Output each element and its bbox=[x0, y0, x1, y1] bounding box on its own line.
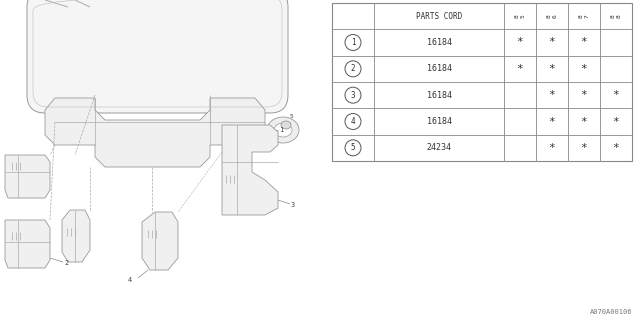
Text: *: * bbox=[548, 64, 556, 74]
Ellipse shape bbox=[281, 121, 291, 129]
Text: 5: 5 bbox=[351, 143, 355, 152]
Text: *: * bbox=[516, 37, 524, 47]
Text: *: * bbox=[516, 64, 524, 74]
Polygon shape bbox=[5, 155, 50, 198]
Polygon shape bbox=[45, 98, 265, 167]
Text: 2: 2 bbox=[64, 260, 68, 266]
Ellipse shape bbox=[169, 36, 217, 76]
Text: 16184: 16184 bbox=[426, 38, 451, 47]
Polygon shape bbox=[62, 210, 90, 262]
Text: *: * bbox=[580, 143, 588, 153]
Text: 4: 4 bbox=[128, 277, 132, 283]
Polygon shape bbox=[5, 220, 50, 268]
Text: *: * bbox=[580, 116, 588, 126]
Text: 5: 5 bbox=[290, 115, 294, 119]
Text: *: * bbox=[548, 90, 556, 100]
Text: 8
8: 8 8 bbox=[611, 14, 621, 18]
Ellipse shape bbox=[274, 123, 292, 137]
Ellipse shape bbox=[225, 101, 235, 109]
Text: 16184: 16184 bbox=[426, 117, 451, 126]
Text: 8
5: 8 5 bbox=[515, 14, 525, 18]
Polygon shape bbox=[222, 125, 278, 215]
Text: 3: 3 bbox=[291, 202, 295, 208]
Text: 24234: 24234 bbox=[426, 143, 451, 152]
Text: *: * bbox=[580, 37, 588, 47]
Text: 16184: 16184 bbox=[426, 64, 451, 73]
Text: 1: 1 bbox=[279, 127, 284, 133]
Text: 3: 3 bbox=[351, 91, 355, 100]
Ellipse shape bbox=[96, 32, 144, 72]
Text: 2: 2 bbox=[351, 64, 355, 73]
Text: 1: 1 bbox=[351, 38, 355, 47]
Text: A070A00106: A070A00106 bbox=[589, 309, 632, 315]
Text: *: * bbox=[612, 116, 620, 126]
FancyBboxPatch shape bbox=[27, 0, 288, 113]
Text: *: * bbox=[580, 90, 588, 100]
Text: PARTS CORD: PARTS CORD bbox=[416, 12, 462, 21]
Ellipse shape bbox=[106, 40, 134, 64]
Text: *: * bbox=[548, 143, 556, 153]
Text: *: * bbox=[612, 143, 620, 153]
Text: 4: 4 bbox=[351, 117, 355, 126]
Polygon shape bbox=[142, 212, 178, 270]
Text: 8
7: 8 7 bbox=[579, 14, 589, 18]
Text: *: * bbox=[612, 90, 620, 100]
Ellipse shape bbox=[267, 117, 299, 143]
Text: *: * bbox=[548, 37, 556, 47]
Text: *: * bbox=[580, 64, 588, 74]
Ellipse shape bbox=[70, 101, 80, 109]
Bar bbox=[332, 3, 632, 161]
Text: *: * bbox=[548, 116, 556, 126]
Text: 8
6: 8 6 bbox=[547, 14, 557, 18]
Ellipse shape bbox=[179, 44, 207, 68]
Text: 16184: 16184 bbox=[426, 91, 451, 100]
